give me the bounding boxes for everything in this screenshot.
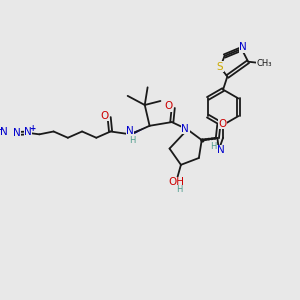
Text: N: N: [126, 126, 134, 136]
Text: +: +: [29, 124, 35, 133]
Text: −: −: [0, 125, 3, 134]
Text: N: N: [217, 145, 225, 155]
Text: N: N: [24, 127, 32, 137]
Polygon shape: [134, 126, 150, 134]
Text: N: N: [0, 127, 8, 137]
Text: H: H: [211, 142, 217, 151]
Text: O: O: [100, 111, 108, 121]
Text: OH: OH: [168, 178, 184, 188]
Text: H: H: [129, 136, 135, 145]
Text: S: S: [216, 62, 223, 72]
Text: O: O: [218, 118, 226, 128]
Text: N: N: [239, 43, 247, 52]
Text: O: O: [164, 101, 172, 111]
Text: CH₃: CH₃: [256, 58, 272, 68]
Text: N: N: [13, 128, 20, 138]
Text: N: N: [181, 124, 189, 134]
Text: H: H: [176, 184, 182, 194]
